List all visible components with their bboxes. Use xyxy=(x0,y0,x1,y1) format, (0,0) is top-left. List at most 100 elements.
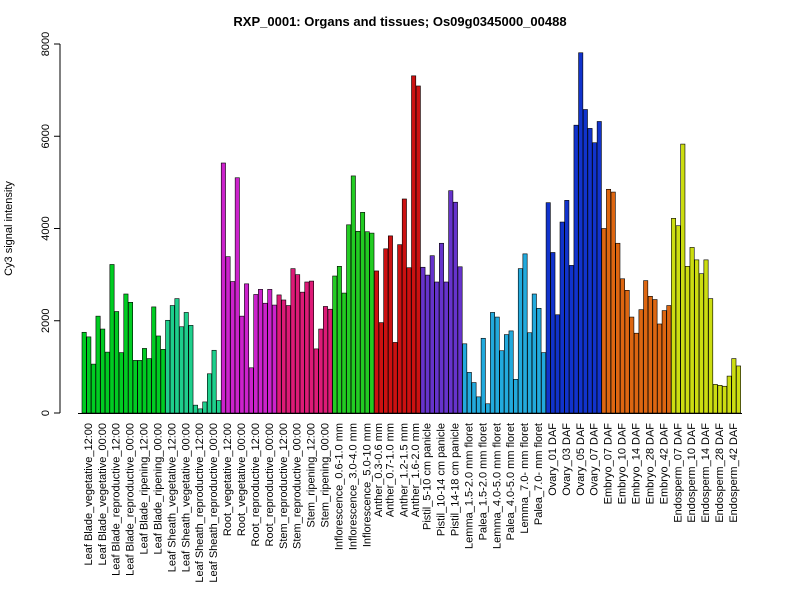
category-label: Endosperm_14 DAF xyxy=(700,423,712,523)
bar-8-2 xyxy=(202,401,208,414)
category-label: Leaf Blade_ripening_12:00 xyxy=(139,423,151,555)
bar-22-1 xyxy=(387,235,393,414)
category-label: Stem_reproductive_12:00 xyxy=(278,423,290,549)
bar-43-0 xyxy=(671,218,676,414)
category-label: Ovary_07 DAF xyxy=(589,423,601,496)
bar-7-2 xyxy=(188,325,194,414)
category-label: Inflorescence_0.6-1.0 mm xyxy=(333,423,345,550)
category-label: Palea_1.5-2.0 mm floret xyxy=(477,423,489,540)
bar-23-2 xyxy=(406,267,412,414)
bar-1-1 xyxy=(100,328,106,414)
category-label: Ovary_01 DAF xyxy=(547,423,559,496)
bar-4-1 xyxy=(142,348,147,414)
bar-28-0 xyxy=(462,343,468,414)
bar-17-0 xyxy=(318,328,324,414)
category-label: Endosperm_10 DAF xyxy=(686,423,698,523)
bar-11-2 xyxy=(244,283,250,414)
bar-26-2 xyxy=(443,281,449,414)
category-label: Stem_reproductive_00:00 xyxy=(292,423,304,549)
category-label: Leaf Blade_reproductive_12:00 xyxy=(111,423,123,576)
bar-21-1 xyxy=(378,322,384,414)
bar-17-1 xyxy=(323,306,328,414)
bar-0-1 xyxy=(86,336,92,414)
bar-0-2 xyxy=(90,363,96,414)
bar-40-2 xyxy=(638,309,644,414)
bar-20-2 xyxy=(369,232,375,414)
bar-36-1 xyxy=(578,52,584,414)
y-axis: 0 2000 4000 6000 8000 xyxy=(40,32,61,416)
y-axis-title: Cy3 signal intensity xyxy=(3,181,15,276)
category-label: Inflorescence_5.0-10 mm xyxy=(361,423,373,547)
bar-35-1 xyxy=(564,200,570,414)
bar-9-1 xyxy=(211,349,217,414)
bar-33-0 xyxy=(531,293,537,414)
category-label: Pistil_10-14 cm panicle xyxy=(436,423,448,536)
bar-32-2 xyxy=(527,332,533,414)
bar-32-1 xyxy=(522,253,528,414)
bar-42-2 xyxy=(666,305,672,414)
bar-3-2 xyxy=(132,360,138,414)
bar-5-1 xyxy=(155,335,161,414)
bar-40-0 xyxy=(629,316,635,414)
bar-41-1 xyxy=(647,295,653,414)
bar-34-1 xyxy=(550,252,556,414)
category-label: Lemma_7.0- mm floret xyxy=(519,423,531,534)
bar-15-1 xyxy=(295,274,301,414)
bar-15-0 xyxy=(290,268,296,414)
bar-45-1 xyxy=(703,259,709,414)
category-label: Root_vegetative_00:00 xyxy=(236,423,248,536)
bar-26-0 xyxy=(434,281,440,414)
bar-39-1 xyxy=(620,278,625,414)
bar-19-1 xyxy=(350,175,356,414)
bar-4-2 xyxy=(146,358,152,414)
bar-30-0 xyxy=(490,312,495,414)
bar-38-2 xyxy=(610,191,616,414)
category-label: Anther_0.3-0.6 mm xyxy=(373,423,385,517)
bar-28-2 xyxy=(471,382,477,414)
bar-20-1 xyxy=(364,231,370,414)
bar-25-0 xyxy=(420,266,426,414)
bar-13-2 xyxy=(271,304,277,414)
bar-5-2 xyxy=(160,349,166,414)
bar-19-2 xyxy=(355,230,361,414)
bar-6-1 xyxy=(169,305,175,414)
bar-29-1 xyxy=(480,337,486,414)
category-label: Pistil_5-10 cm panicle xyxy=(422,423,434,530)
bar-37-0 xyxy=(587,128,593,414)
bar-18-0 xyxy=(332,275,338,414)
bar-33-1 xyxy=(536,307,542,414)
bar-39-2 xyxy=(624,290,630,414)
bar-46-1 xyxy=(717,385,723,414)
category-label: Lemma_1.5-2.0 mm floret xyxy=(463,423,475,549)
chart-title: RXP_0001: Organs and tissues; Os09g03450… xyxy=(233,14,567,29)
bar-31-2 xyxy=(513,379,519,414)
bar-43-2 xyxy=(680,143,686,414)
category-label: Leaf Sheath_reproductive_00:00 xyxy=(208,423,220,583)
category-label: Endosperm_28 DAF xyxy=(714,423,726,523)
bar-47-0 xyxy=(726,375,732,414)
bar-30-1 xyxy=(494,316,500,414)
category-label: Inflorescence_3.0-4.0 mm xyxy=(347,423,359,550)
y-tick-label: 8000 xyxy=(40,32,52,56)
bar-2-2 xyxy=(118,352,124,414)
bar-33-2 xyxy=(541,352,547,414)
bar-29-0 xyxy=(476,396,482,414)
category-label: Anther_1.2-1.5 mm xyxy=(398,423,410,517)
bar-47-1 xyxy=(731,358,737,414)
bar-10-1 xyxy=(225,256,231,414)
category-label: Endosperm_42 DAF xyxy=(728,423,740,523)
category-label: Palea_4.0-5.0 mm floret xyxy=(505,423,517,540)
bar-12-1 xyxy=(253,294,259,414)
category-label: Embryo_10 DAF xyxy=(617,423,629,505)
category-label: Anther_1.6-2.0 mm xyxy=(410,423,422,517)
bar-8-1 xyxy=(197,408,203,414)
bar-11-1 xyxy=(239,315,245,414)
bar-27-0 xyxy=(448,190,454,414)
category-label: Root_reproductive_00:00 xyxy=(264,423,276,547)
bar-12-2 xyxy=(258,289,263,414)
bar-17-2 xyxy=(327,308,333,414)
bar-22-0 xyxy=(383,248,389,414)
bar-19-0 xyxy=(346,224,352,414)
bar-37-2 xyxy=(596,121,602,414)
